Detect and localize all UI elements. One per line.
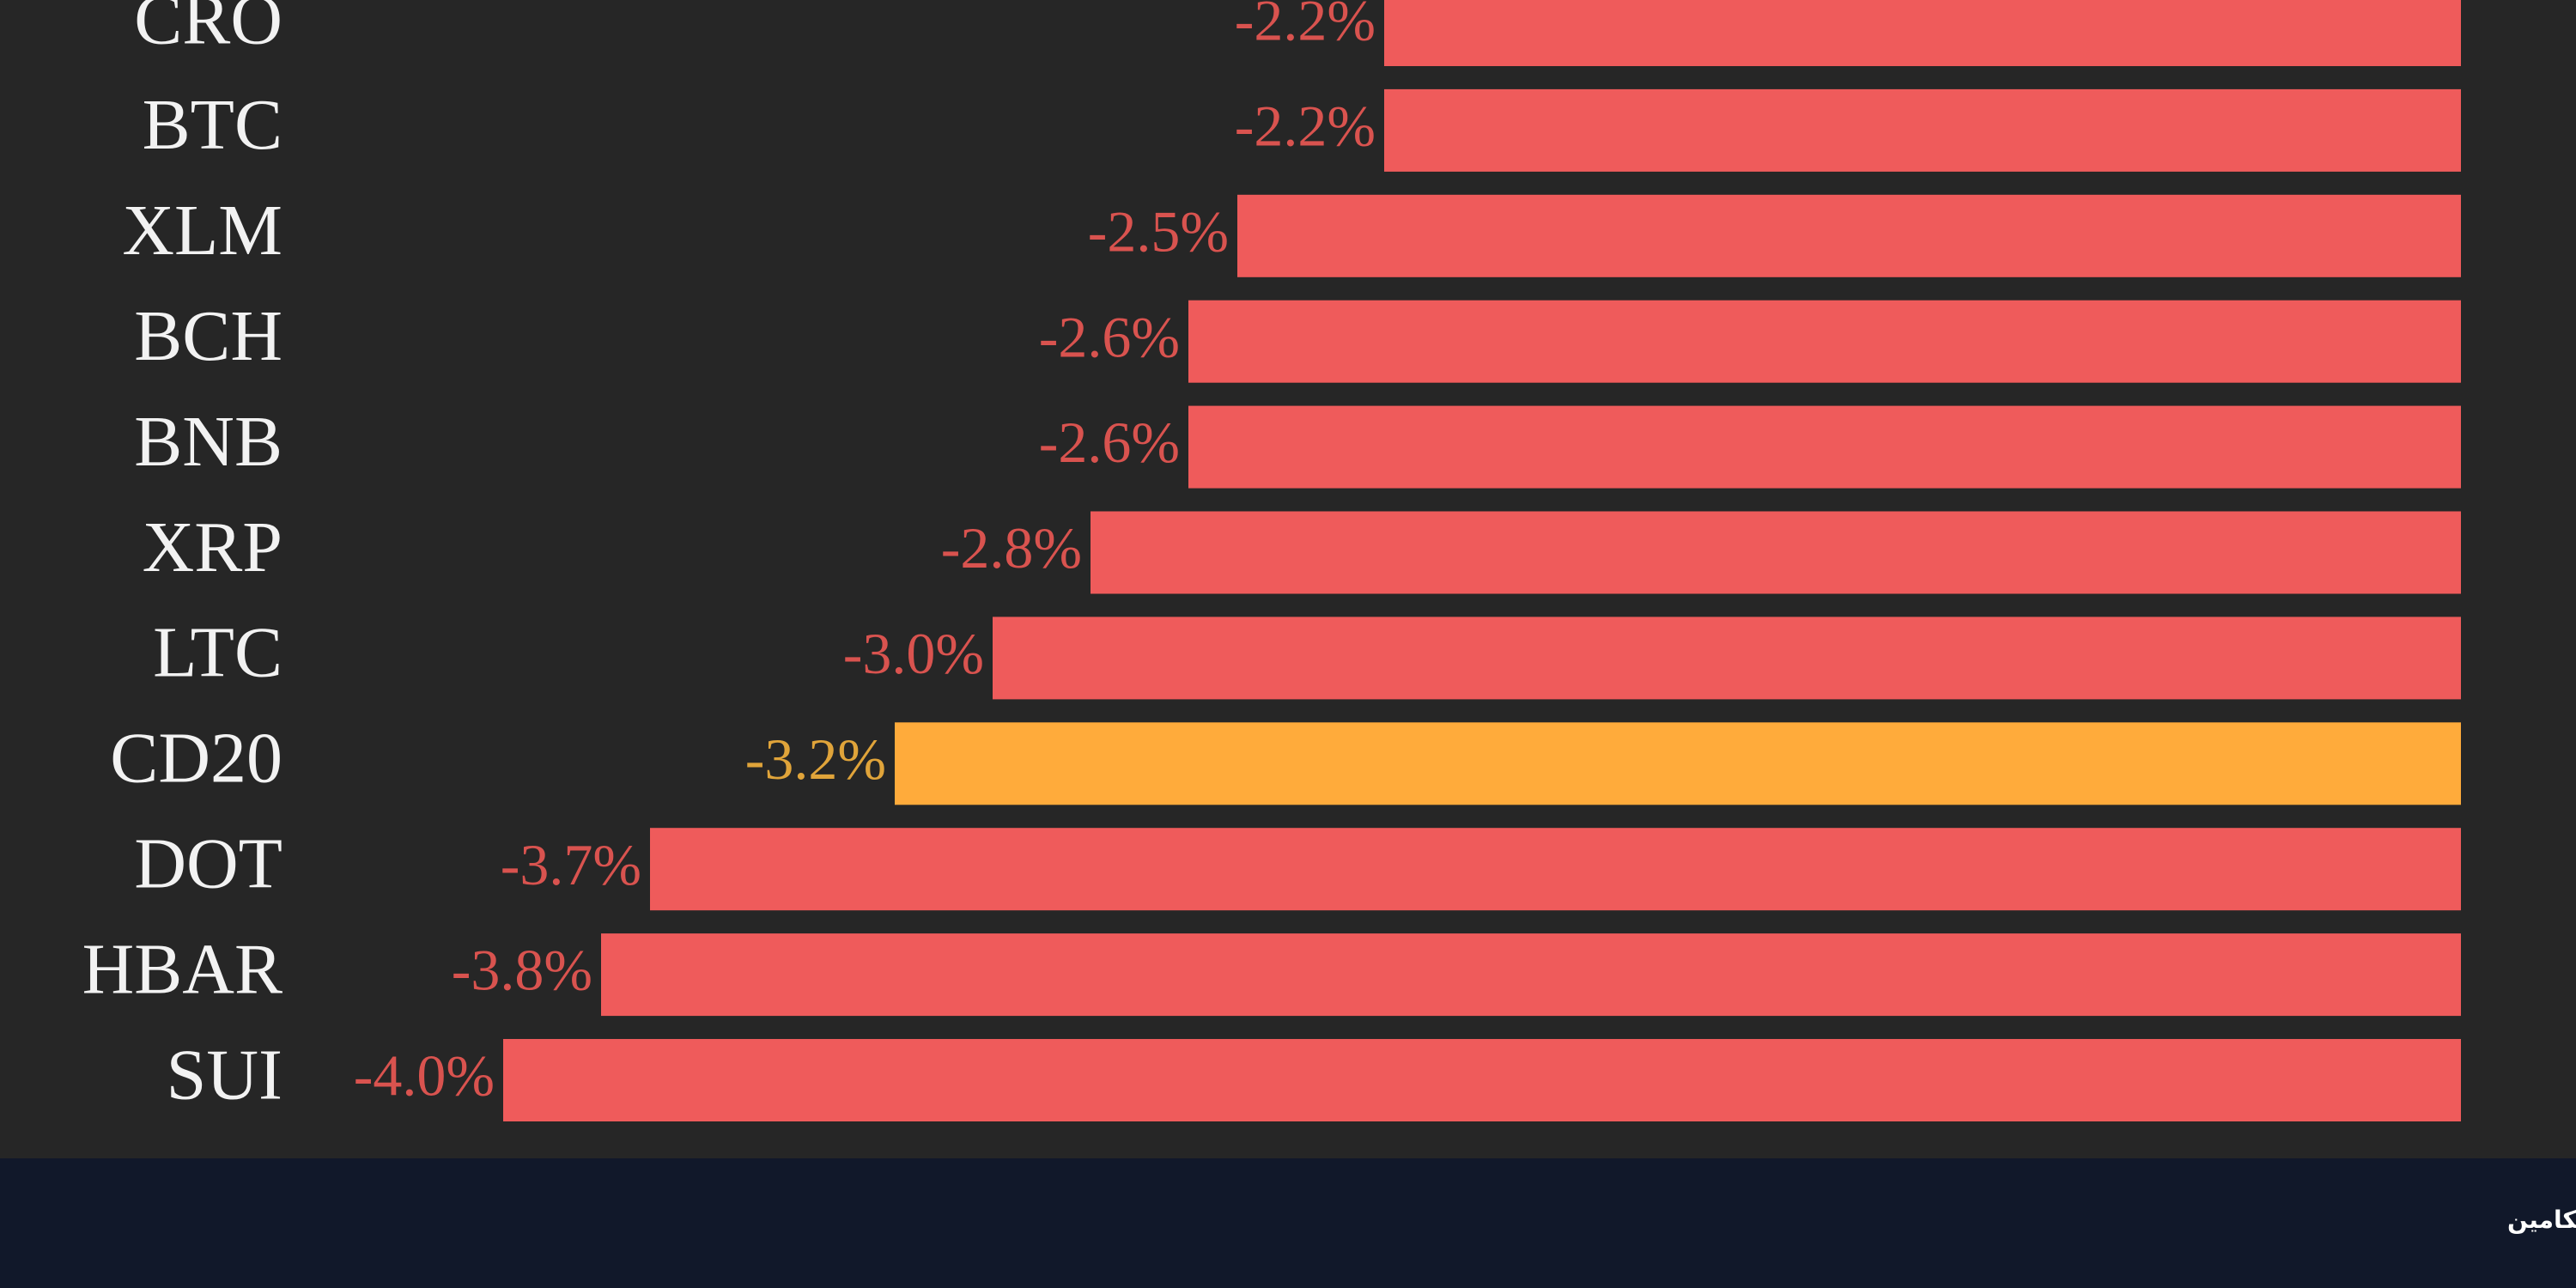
bar <box>1091 511 2461 594</box>
bar <box>601 933 2461 1017</box>
value-label: -4.0% <box>354 1043 495 1109</box>
category-label: SUI <box>167 1035 283 1115</box>
category-label: XRP <box>143 507 283 587</box>
value-label: -3.2% <box>745 726 886 792</box>
value-label: -2.8% <box>941 515 1082 580</box>
bar <box>1188 405 2461 489</box>
footer-band <box>0 1158 2576 1288</box>
value-label: -2.2% <box>1235 0 1376 53</box>
category-label: HBAR <box>82 929 283 1009</box>
value-label: -2.6% <box>1039 410 1180 475</box>
value-label: -3.0% <box>843 621 984 686</box>
bar <box>1384 88 2461 172</box>
bar <box>1237 194 2461 277</box>
category-label: XLM <box>122 191 283 270</box>
bar <box>993 617 2461 700</box>
value-label: -3.7% <box>501 832 641 897</box>
value-label: -2.5% <box>1088 198 1229 264</box>
category-label: BNB <box>134 402 283 482</box>
bar <box>650 828 2461 911</box>
category-label: BTC <box>143 85 283 165</box>
bar <box>1188 300 2461 383</box>
category-label: DOT <box>134 823 283 903</box>
category-label: LTC <box>153 613 283 693</box>
category-label: CRO <box>134 0 283 59</box>
bar <box>503 1039 2461 1121</box>
value-label: -2.6% <box>1039 304 1180 369</box>
bar <box>895 722 2461 805</box>
value-label: -3.8% <box>452 938 592 1003</box>
category-label: BCH <box>134 296 283 376</box>
bar <box>1384 0 2461 66</box>
watermark: آتیکامین <box>2507 1205 2576 1234</box>
category-label: CD20 <box>110 719 283 799</box>
value-label: -2.2% <box>1235 94 1376 159</box>
